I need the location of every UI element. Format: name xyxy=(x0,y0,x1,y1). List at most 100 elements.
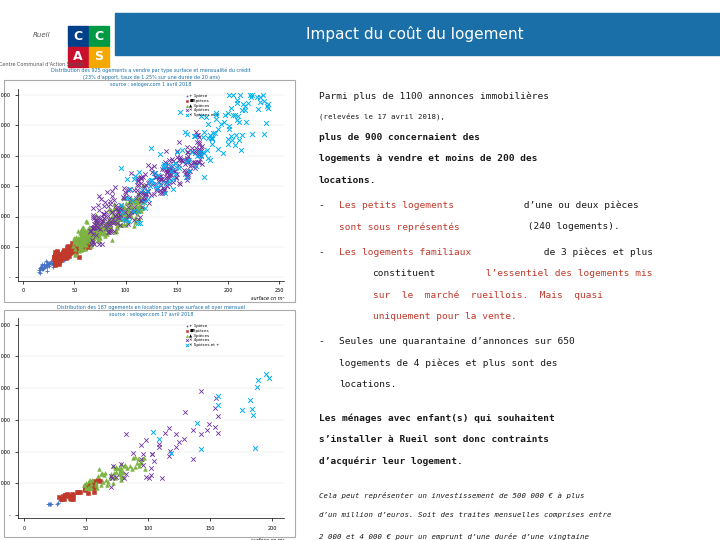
✕ 4pièces xyxy=(195,151,207,160)
✕ 5pièces et + xyxy=(212,125,224,134)
■2pièces xyxy=(89,483,100,492)
✕ 4pièces xyxy=(157,184,168,192)
▲ 3pièces xyxy=(92,229,104,238)
▲ 3pièces xyxy=(108,469,120,477)
✕ 5pièces et + xyxy=(225,104,237,113)
▲ 3pièces xyxy=(113,464,125,472)
▲ 3pièces xyxy=(91,230,103,238)
✕ 5pièces et + xyxy=(244,90,256,99)
▲ 3pièces xyxy=(79,244,91,253)
▲ 3pièces xyxy=(95,226,107,235)
✕ 5pièces et + xyxy=(264,374,275,382)
✕ 4pièces xyxy=(145,190,156,199)
✕ 4pièces xyxy=(154,186,166,194)
▲ 3pièces xyxy=(95,470,107,478)
▲ 3pièces xyxy=(122,218,133,227)
▲ 3pièces xyxy=(98,230,109,238)
▲ 3pièces xyxy=(135,193,146,201)
▲ 3pièces xyxy=(79,236,91,245)
✕ 4pièces xyxy=(138,461,149,469)
▲ 3pièces xyxy=(132,193,144,202)
■2pièces xyxy=(58,251,69,259)
■2pièces xyxy=(60,254,72,262)
▲ 3pièces xyxy=(129,217,140,226)
✕ 5pièces et + xyxy=(227,135,238,144)
Bar xyxy=(68,47,88,67)
✕ 4pièces xyxy=(154,175,166,184)
✕ 4pièces xyxy=(159,429,171,438)
▲ 3pièces xyxy=(116,470,127,479)
▲ 3pièces xyxy=(109,472,121,481)
+ 1pièce xyxy=(52,498,63,507)
▲ 3pièces xyxy=(117,194,128,202)
✕ 5pièces et + xyxy=(220,111,231,119)
✕ 4pièces xyxy=(159,161,171,170)
✕ 5pièces et + xyxy=(228,110,239,119)
✕ 4pièces xyxy=(108,226,120,235)
✕ 5pièces et + xyxy=(132,218,144,227)
▲ 3pièces xyxy=(81,218,92,227)
✕ 4pièces xyxy=(141,186,153,195)
▲ 3pièces xyxy=(120,199,132,207)
▲ 3pièces xyxy=(77,222,89,231)
✕ 4pièces xyxy=(166,166,178,174)
▲ 3pièces xyxy=(94,464,105,473)
■2pièces xyxy=(73,252,85,261)
▲ 3pièces xyxy=(110,226,122,235)
■2pièces xyxy=(83,234,94,242)
+ 1pièce xyxy=(60,250,71,259)
■2pièces xyxy=(71,242,83,251)
▲ 3pièces xyxy=(80,484,91,492)
▲ 3pièces xyxy=(95,480,107,489)
■2pièces xyxy=(66,238,78,247)
✕ 5pièces et + xyxy=(120,216,131,225)
✕ 4pièces xyxy=(135,455,146,463)
▲ 3pièces xyxy=(90,221,102,230)
✕ 5pièces et + xyxy=(138,198,150,206)
▲ 3pièces xyxy=(121,211,132,220)
✕ 4pièces xyxy=(118,184,130,193)
▲ 3pièces xyxy=(78,481,90,490)
■2pièces xyxy=(55,495,66,504)
✕ 5pièces et + xyxy=(174,107,186,116)
▲ 3pièces xyxy=(109,218,120,227)
▲ 3pièces xyxy=(110,226,122,235)
✕ 5pièces et + xyxy=(245,93,256,102)
✕ 5pièces et + xyxy=(144,182,156,191)
✕ 4pièces xyxy=(158,184,170,193)
▲ 3pièces xyxy=(113,469,125,478)
✕ 4pièces xyxy=(120,429,132,438)
Text: locations.: locations. xyxy=(339,380,397,389)
▲ 3pièces xyxy=(79,232,91,241)
■2pièces xyxy=(60,250,71,259)
✕ 4pièces xyxy=(191,131,202,139)
✕ 4pièces xyxy=(170,159,181,167)
▲ 3pièces xyxy=(133,215,145,224)
■2pièces xyxy=(76,233,88,241)
▲ 3pièces xyxy=(99,222,110,231)
+ 1pièce xyxy=(45,500,57,509)
▲ 3pièces xyxy=(68,238,79,246)
✕ 4pièces xyxy=(102,228,113,237)
+ 1pièce xyxy=(37,264,48,273)
✕ 4pièces xyxy=(131,185,143,194)
✕ 4pièces xyxy=(122,220,134,228)
✕ 5pièces et + xyxy=(248,410,259,419)
■2pièces xyxy=(83,237,94,246)
✕ 5pièces et + xyxy=(234,90,246,99)
■2pièces xyxy=(82,234,94,242)
✕ 4pièces xyxy=(161,176,173,185)
▲ 3pièces xyxy=(134,458,145,467)
▲ 3pièces xyxy=(94,234,106,242)
▲ 3pièces xyxy=(75,229,86,238)
✕ 4pièces xyxy=(150,173,161,181)
■2pièces xyxy=(84,231,95,239)
+ 1pièce xyxy=(45,500,56,509)
✕ 4pièces xyxy=(117,193,128,201)
▲ 3pièces xyxy=(91,484,103,492)
▲ 3pièces xyxy=(137,186,148,195)
■2pièces xyxy=(86,235,98,244)
▲ 3pièces xyxy=(93,219,104,228)
■2pièces xyxy=(63,252,75,260)
■2pièces xyxy=(50,258,61,266)
